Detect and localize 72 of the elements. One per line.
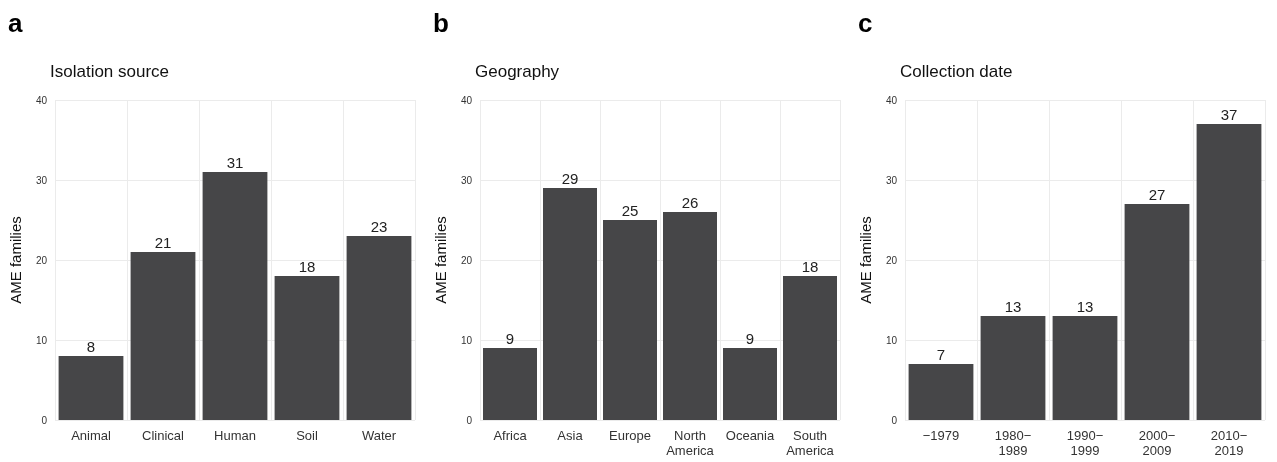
x-tick-label: 1980− 1989 [994, 428, 1032, 458]
y-axis-title: AME families [432, 216, 449, 304]
data-label: 18 [801, 258, 819, 275]
data-label: 23 [370, 218, 388, 235]
chart-title: Collection date [900, 62, 1013, 81]
x-tick-label: 2010− 2019 [1210, 428, 1248, 458]
y-tick-label: 10 [885, 334, 898, 346]
y-tick-label: 0 [41, 414, 48, 426]
data-label: 18 [298, 258, 316, 275]
data-label: 9 [745, 330, 755, 347]
chart-title: Isolation source [50, 62, 170, 81]
x-tick-label: Soil [296, 428, 318, 443]
y-tick-label: 40 [35, 94, 48, 106]
bar [663, 212, 717, 420]
bar [783, 276, 837, 420]
x-tick-label: South America [786, 428, 835, 458]
bar [346, 236, 412, 420]
x-tick-label: Oceania [725, 428, 775, 443]
y-tick-label: 20 [35, 254, 48, 266]
y-axis-title: AME families [857, 216, 874, 304]
y-tick-label: 40 [885, 94, 898, 106]
x-tick-label: Asia [557, 428, 584, 443]
data-label: 7 [936, 346, 946, 363]
x-tick-label: North America [666, 428, 715, 458]
y-tick-label: 10 [35, 334, 48, 346]
data-label: 31 [226, 154, 244, 171]
y-tick-label: 20 [460, 254, 473, 266]
data-label: 13 [1004, 298, 1022, 315]
bar [1124, 204, 1190, 420]
data-label: 37 [1220, 106, 1238, 123]
x-tick-label: Clinical [142, 428, 185, 443]
y-tick-label: 0 [891, 414, 898, 426]
bar [603, 220, 657, 420]
data-label: 8 [86, 338, 96, 355]
bar [908, 364, 974, 420]
y-tick-label: 30 [460, 174, 473, 186]
x-tick-label: Human [214, 428, 256, 443]
chart-title: Geography [475, 62, 560, 81]
x-tick-label: Animal [71, 428, 111, 443]
y-tick-label: 30 [885, 174, 898, 186]
data-label: 13 [1076, 298, 1094, 315]
data-label: 29 [561, 170, 579, 187]
text: b [433, 8, 449, 38]
x-tick-label: Water [361, 428, 397, 443]
y-tick-label: 20 [885, 254, 898, 266]
bar [543, 188, 597, 420]
x-tick-label: 1990− 1999 [1066, 428, 1104, 458]
y-axis-title: AME families [7, 216, 24, 304]
y-tick-label: 0 [466, 414, 473, 426]
bar [202, 172, 268, 420]
bar [274, 276, 340, 420]
bar [980, 316, 1046, 420]
data-label: 25 [621, 202, 639, 219]
bar [723, 348, 777, 420]
x-tick-label: Africa [493, 428, 528, 443]
data-label: 27 [1148, 186, 1166, 203]
data-label: 21 [154, 234, 172, 251]
text: c [858, 8, 873, 38]
text: a [8, 8, 23, 38]
x-tick-label: −1979 [922, 428, 960, 443]
bar [130, 252, 196, 420]
x-tick-label: 2000− 2009 [1138, 428, 1176, 458]
y-tick-label: 40 [460, 94, 473, 106]
bar [1052, 316, 1118, 420]
data-label: 26 [681, 194, 699, 211]
bar [483, 348, 537, 420]
bar [58, 356, 124, 420]
y-tick-label: 30 [35, 174, 48, 186]
bar [1196, 124, 1262, 420]
data-label: 9 [505, 330, 515, 347]
x-tick-label: Europe [609, 428, 651, 443]
y-tick-label: 10 [460, 334, 473, 346]
